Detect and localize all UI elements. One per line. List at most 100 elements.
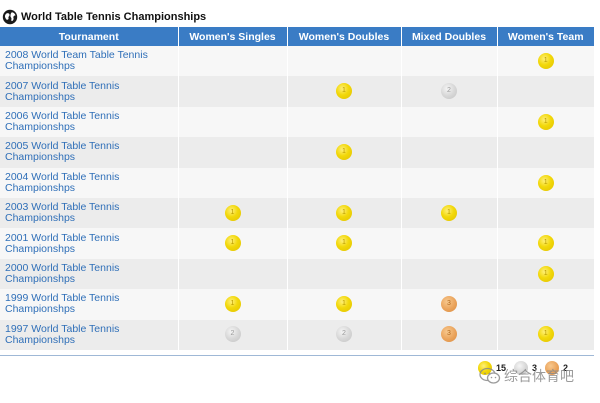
tournament-cell: 2003 World Table Tennis Championshps [0, 197, 178, 229]
table-row: 2008 World Team Table Tennis Championshp… [0, 46, 594, 77]
gold-medal-icon: 1 [224, 204, 241, 221]
tournament-link[interactable]: 2000 World Table Tennis Championshps [5, 261, 120, 285]
medal-number: 1 [543, 239, 548, 247]
mixed-doubles-cell: 3 [400, 289, 497, 320]
medal-number: 2 [230, 330, 235, 338]
tournament-link[interactable]: 1999 World Table Tennis Championshps [5, 292, 120, 316]
womens-doubles-cell: 1 [286, 76, 401, 107]
womens-singles-cell: 1 [177, 228, 287, 259]
mixed-doubles-cell [400, 137, 497, 168]
womens-singles-cell: 2 [177, 319, 287, 350]
tournament-link[interactable]: 2003 World Table Tennis Championshps [5, 201, 120, 225]
silver-medal-icon [514, 361, 529, 375]
tournament-link[interactable]: 1997 World Table Tennis Championshps [5, 322, 120, 346]
gold-medal-icon: 1 [537, 235, 554, 252]
table-row: 2001 World Table Tennis Championshps 1 1 1 [0, 228, 594, 259]
mixed-doubles-cell [400, 46, 497, 77]
tournament-link[interactable]: 2007 World Table Tennis Championshps [5, 79, 120, 103]
watermark: 综合体育吧 [479, 366, 574, 386]
gold-medal-icon: 1 [336, 235, 352, 252]
medal-number: 1 [543, 117, 548, 125]
globe-icon [2, 9, 18, 25]
medal-number: 2 [342, 330, 346, 338]
column-header-tournament: Tournament [0, 27, 178, 46]
tournament-cell: 2006 World Table Tennis Championshps [0, 106, 178, 138]
table-row: 2007 World Table Tennis Championshps 1 2 [0, 76, 594, 107]
medal-number: 1 [543, 269, 548, 277]
table-row: 2003 World Table Tennis Championshps 1 1 1 [0, 197, 594, 229]
medal-number: 1 [342, 208, 346, 216]
womens-doubles-cell [286, 46, 401, 77]
womens-singles-cell [177, 106, 287, 138]
womens-team-cell: 1 [496, 46, 594, 77]
silver-medal-icon: 2 [224, 326, 241, 343]
mixed-doubles-cell: 3 [400, 319, 497, 350]
womens-team-cell: 1 [496, 258, 594, 290]
gold-medal-icon: 1 [336, 296, 352, 313]
column-header-mixed-doubles: Mixed Doubles [400, 27, 497, 46]
medal-number: 3 [447, 300, 451, 308]
bronze-medal-icon: 3 [441, 326, 457, 343]
tournament-link[interactable]: 2004 World Table Tennis Championshps [5, 170, 120, 194]
table-row: 2006 World Table Tennis Championshps 1 [0, 106, 594, 138]
medal-number: 1 [230, 208, 235, 216]
womens-doubles-cell: 1 [286, 228, 401, 259]
womens-doubles-cell [286, 167, 401, 198]
wechat-icon [479, 367, 501, 384]
womens-singles-cell [177, 167, 287, 198]
tournament-link[interactable]: 2006 World Table Tennis Championshps [5, 109, 120, 133]
table-row: 2004 World Table Tennis Championshps 1 [0, 167, 594, 198]
mixed-doubles-cell: 2 [400, 76, 497, 107]
gold-medal-icon: 1 [537, 174, 554, 191]
gold-medal-icon: 1 [537, 265, 554, 282]
womens-doubles-cell: 1 [286, 137, 401, 168]
table-row: 2000 World Table Tennis Championshps 1 [0, 258, 594, 290]
womens-singles-cell [177, 137, 287, 168]
gold-medal-icon: 1 [336, 144, 352, 161]
table-row: 2005 World Table Tennis Championshps 1 [0, 137, 594, 168]
gold-medal-icon: 1 [441, 204, 457, 221]
womens-singles-cell [177, 76, 287, 107]
womens-doubles-cell: 2 [286, 319, 401, 350]
tournament-cell: 2000 World Table Tennis Championshps [0, 258, 178, 290]
womens-team-cell: 1 [496, 228, 594, 259]
tournament-link[interactable]: 2001 World Table Tennis Championshps [5, 231, 120, 255]
womens-doubles-cell: 1 [286, 197, 401, 229]
tournament-cell: 2005 World Table Tennis Championshps [0, 137, 178, 168]
gold-medal-icon: 1 [224, 296, 241, 313]
medal-table: Tournament Women's Singles Women's Doubl… [0, 27, 594, 350]
medal-number: 1 [342, 148, 346, 156]
silver-medal-icon: 2 [441, 83, 457, 100]
tournament-cell: 2007 World Table Tennis Championshps [0, 76, 178, 107]
medal-number: 3 [447, 330, 451, 338]
mixed-doubles-cell [400, 258, 497, 290]
tournament-cell: 2001 World Table Tennis Championshps [0, 228, 178, 259]
womens-doubles-cell [286, 106, 401, 138]
table-row: 1999 World Table Tennis Championshps 1 1 3 [0, 289, 594, 320]
gold-medal-icon: 1 [537, 326, 554, 343]
silver-medal-icon: 2 [336, 326, 352, 343]
mixed-doubles-cell [400, 167, 497, 198]
bronze-medal-icon [545, 361, 560, 375]
gold-medal-icon: 1 [537, 52, 554, 69]
page-title: World Table Tennis Championships [21, 11, 207, 23]
gold-medal-icon: 1 [336, 83, 352, 100]
womens-team-cell: 1 [496, 167, 594, 198]
womens-team-cell [496, 76, 594, 107]
medal-number: 1 [230, 239, 235, 247]
womens-singles-cell: 1 [177, 197, 287, 229]
tournament-cell: 2008 World Team Table Tennis Championshp… [0, 46, 178, 77]
womens-team-cell [496, 197, 594, 229]
womens-doubles-cell [286, 258, 401, 290]
tournament-link[interactable]: 2005 World Table Tennis Championshps [5, 140, 120, 164]
medal-number: 1 [230, 300, 235, 308]
mixed-doubles-cell [400, 228, 497, 259]
womens-team-cell: 1 [496, 106, 594, 138]
womens-doubles-cell: 1 [286, 289, 401, 320]
womens-team-cell: 1 [496, 319, 594, 350]
womens-singles-cell [177, 46, 287, 77]
column-header-womens-singles: Women's Singles [177, 27, 287, 46]
tournament-link[interactable]: 2008 World Team Table Tennis Championshp… [5, 49, 148, 73]
medal-number: 1 [342, 239, 346, 247]
womens-singles-cell [177, 258, 287, 290]
